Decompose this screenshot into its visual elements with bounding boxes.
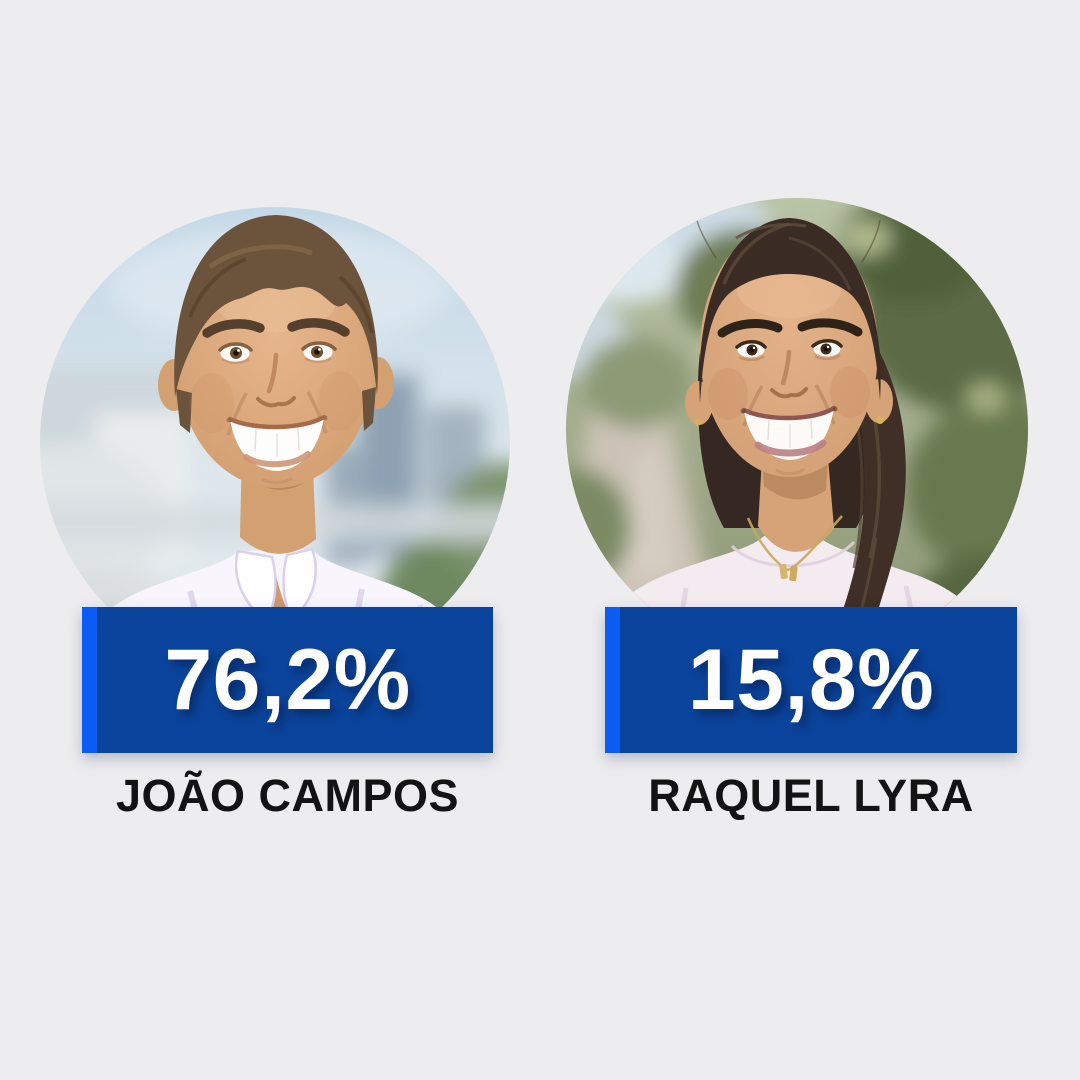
candidate-photo-raquel-lyra xyxy=(566,198,1028,660)
candidate-name-raquel-lyra: RAQUEL LYRA xyxy=(648,770,974,821)
banner-accent-stripe xyxy=(605,607,620,753)
raquel-lyra-portrait xyxy=(566,198,1028,660)
banner-accent-stripe xyxy=(82,607,97,753)
percent-value-joao-campos: 76,2% xyxy=(164,632,411,728)
percent-banner-joao-campos: 76,2% xyxy=(82,607,493,753)
percent-banner-raquel-lyra: 15,8% xyxy=(605,607,1017,753)
percent-value-raquel-lyra: 15,8% xyxy=(687,632,935,728)
candidate-name-joao-campos: JOÃO CAMPOS xyxy=(115,770,460,821)
